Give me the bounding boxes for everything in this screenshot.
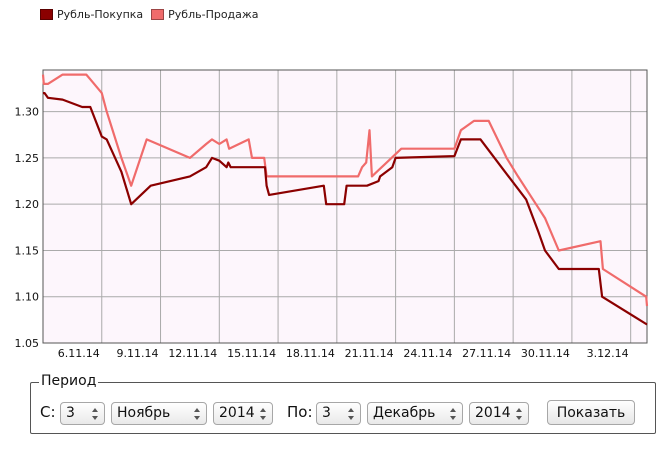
line-chart: 1.05 1.10 1.15 1.20 1.25 1.30 6.11.14 9.11.14 12…: [15, 69, 649, 360]
x-tick-label: 3.12.14: [587, 347, 629, 360]
legend-label-sell: Рубль-Продажа: [168, 7, 259, 21]
from-day-value: 3: [66, 405, 75, 421]
legend-swatch-buy: [40, 8, 53, 20]
plot-area: [43, 70, 647, 343]
x-tick-label: 6.11.14: [58, 347, 100, 360]
plot-frame: [42, 69, 648, 344]
y-tick-label: 1.30: [15, 106, 40, 119]
from-month-spinner[interactable]: Ноябрь: [111, 402, 207, 425]
to-month-value: Декабрь: [373, 405, 436, 421]
from-day-spinner[interactable]: 3: [60, 402, 105, 425]
spinner-arrows-icon: [92, 407, 99, 421]
spinner-arrows-icon: [260, 407, 267, 421]
y-tick-label: 1.15: [15, 244, 40, 257]
to-day-spinner[interactable]: 3: [316, 402, 361, 425]
spinner-arrows-icon: [516, 407, 523, 421]
to-year-spinner[interactable]: 2014: [469, 402, 529, 425]
to-month-spinner[interactable]: Декабрь: [367, 402, 463, 425]
from-year-value: 2014: [219, 405, 255, 421]
y-tick-label: 1.25: [15, 152, 40, 165]
from-month-value: Ноябрь: [117, 405, 171, 421]
x-tick-label: 12.11.14: [168, 347, 217, 360]
legend-swatch-sell: [151, 8, 165, 20]
legend-item-sell: Рубль-Продажа: [151, 7, 259, 21]
to-year-value: 2014: [475, 405, 511, 421]
x-tick-label: 15.11.14: [227, 347, 276, 360]
series-line: [43, 91, 648, 326]
from-year-spinner[interactable]: 2014: [213, 402, 273, 425]
to-label: По:: [287, 403, 313, 421]
legend-label-buy: Рубль-Покупка: [57, 7, 144, 21]
y-tick-label: 1.10: [15, 291, 40, 304]
x-tick-label: 30.11.14: [521, 347, 570, 360]
period-panel: Период С: 3 Ноябрь 2014 По: 3 Декабрь 20…: [30, 373, 656, 434]
spinner-arrows-icon: [450, 407, 457, 421]
spinner-arrows-icon: [194, 407, 201, 421]
legend-item-buy: Рубль-Покупка: [40, 8, 143, 21]
x-tick-label: 24.11.14: [403, 347, 452, 360]
spinner-arrows-icon: [348, 407, 355, 421]
x-tick-label: 18.11.14: [286, 347, 335, 360]
from-label: С:: [40, 403, 56, 421]
x-tick-label: 9.11.14: [117, 347, 159, 360]
y-tick-label: 1.05: [15, 337, 40, 350]
x-tick-label: 27.11.14: [462, 347, 511, 360]
x-tick-label: 21.11.14: [345, 347, 394, 360]
show-button[interactable]: Показать: [547, 400, 635, 425]
y-tick-label: 1.20: [15, 198, 40, 211]
chart-legend: Рубль-Покупка Рубль-Продажа: [40, 6, 267, 22]
to-day-value: 3: [322, 405, 331, 421]
period-title: Период: [39, 373, 99, 389]
